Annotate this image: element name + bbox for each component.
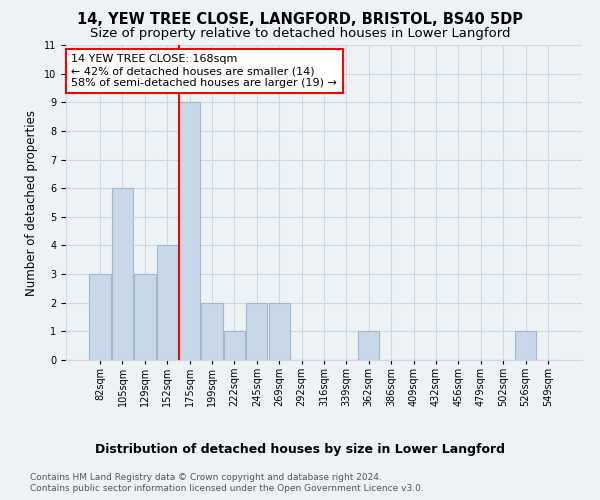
Bar xyxy=(269,302,290,360)
Text: 14, YEW TREE CLOSE, LANGFORD, BRISTOL, BS40 5DP: 14, YEW TREE CLOSE, LANGFORD, BRISTOL, B… xyxy=(77,12,523,28)
Bar xyxy=(358,332,379,360)
Bar xyxy=(224,332,245,360)
Bar xyxy=(202,302,223,360)
Bar xyxy=(157,246,178,360)
Bar xyxy=(134,274,155,360)
Bar xyxy=(246,302,268,360)
Bar xyxy=(179,102,200,360)
Y-axis label: Number of detached properties: Number of detached properties xyxy=(25,110,38,296)
Bar xyxy=(515,332,536,360)
Text: Contains public sector information licensed under the Open Government Licence v3: Contains public sector information licen… xyxy=(30,484,424,493)
Bar xyxy=(112,188,133,360)
Text: Contains HM Land Registry data © Crown copyright and database right 2024.: Contains HM Land Registry data © Crown c… xyxy=(30,472,382,482)
Bar xyxy=(89,274,111,360)
Text: 14 YEW TREE CLOSE: 168sqm
← 42% of detached houses are smaller (14)
58% of semi-: 14 YEW TREE CLOSE: 168sqm ← 42% of detac… xyxy=(71,54,337,88)
Text: Size of property relative to detached houses in Lower Langford: Size of property relative to detached ho… xyxy=(90,28,510,40)
Text: Distribution of detached houses by size in Lower Langford: Distribution of detached houses by size … xyxy=(95,442,505,456)
